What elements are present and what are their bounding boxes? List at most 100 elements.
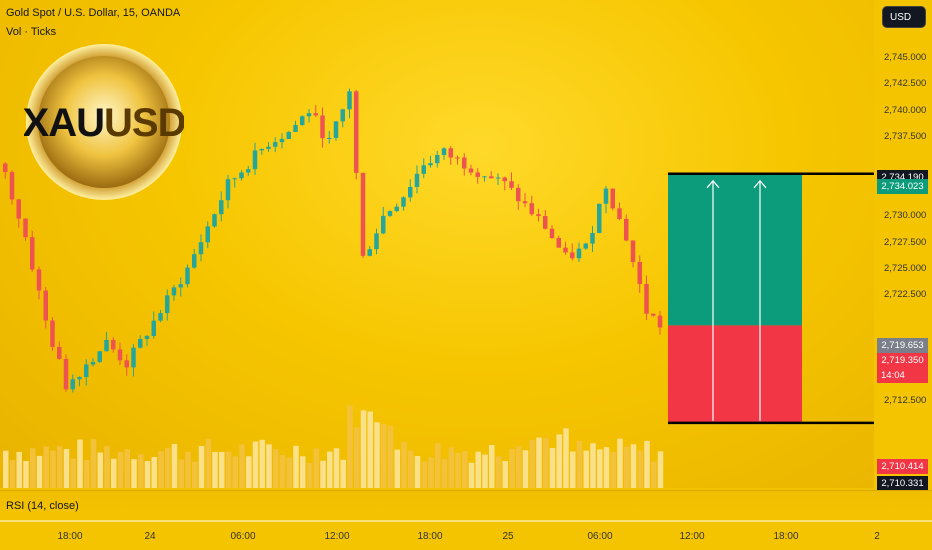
volume-bar: [300, 456, 306, 488]
volume-bar: [252, 441, 259, 488]
time-tick: 12:00: [324, 531, 350, 542]
volume-bar: [232, 456, 238, 488]
volume-bar: [279, 454, 286, 488]
volume-bar: [16, 451, 22, 488]
profit-zone[interactable]: [668, 173, 802, 326]
stop-price-label: 2,710.414: [877, 459, 928, 474]
candle-body: [570, 252, 575, 259]
rsi-legend[interactable]: RSI (14, close): [6, 500, 79, 512]
up-arrow: [753, 179, 767, 421]
candle-body: [3, 163, 8, 173]
volume-bar: [576, 440, 583, 488]
candle-body: [408, 186, 413, 198]
loss-zone[interactable]: [668, 325, 802, 423]
candle-body: [50, 320, 55, 347]
price-axis[interactable]: 2,745.000 2,742.500 2,740.000 2,737.500 2,73…: [874, 0, 932, 491]
volume-bar: [441, 458, 448, 488]
volume-bar: [630, 444, 637, 488]
time-tick: 12:00: [679, 531, 705, 542]
volume-bar: [583, 450, 589, 488]
time-tick: 24: [144, 531, 156, 542]
price-tick: 2,712.500: [884, 394, 927, 406]
candle-body: [421, 165, 426, 174]
candle-body: [205, 226, 210, 243]
candle-body: [320, 115, 325, 139]
volume-bar: [57, 446, 63, 488]
candle-series: [3, 88, 663, 393]
time-axis[interactable]: 18:00 24 06:00 12:00 18:00 25 06:00 12:00 18:00 2: [0, 524, 932, 550]
volume-bar: [90, 439, 97, 488]
volume-bar: [117, 451, 124, 488]
candle-body: [124, 360, 129, 368]
candle-body: [306, 113, 312, 117]
volume-bar: [171, 444, 178, 488]
volume-legend[interactable]: Vol · Ticks: [6, 26, 57, 38]
candle-body: [293, 124, 298, 132]
candle-body: [441, 148, 447, 156]
candle-body: [657, 315, 663, 328]
candle-body: [495, 177, 501, 179]
candle-body: [198, 242, 204, 255]
chart-canvas[interactable]: [0, 0, 874, 488]
candle-body: [617, 208, 622, 219]
price-tick: 2,745.000: [884, 52, 927, 63]
candle-body: [57, 346, 62, 359]
candle-body: [630, 240, 636, 263]
volume-bar: [509, 448, 515, 488]
candle-body: [468, 168, 474, 173]
candle-body: [502, 177, 507, 182]
candle-body: [239, 172, 244, 179]
chart-area[interactable]: XAUUSD Gold Spot / U.S. Dollar, 15, OAND…: [0, 0, 874, 488]
volume-bar: [516, 446, 522, 488]
candle-body: [252, 150, 258, 170]
chart-legend-title[interactable]: Gold Spot / U.S. Dollar, 15, OANDA: [6, 7, 181, 19]
candle-body: [590, 232, 595, 244]
time-tick: 2: [874, 531, 880, 542]
candle-body: [651, 313, 656, 316]
stop-low-label: 2,710.331: [877, 476, 928, 491]
volume-bar: [381, 423, 387, 488]
candle-body: [367, 249, 372, 256]
candle-body: [489, 176, 494, 179]
volume-bar: [165, 447, 171, 488]
candle-body: [117, 349, 123, 361]
candle-body: [273, 142, 278, 147]
volume-bar: [192, 461, 198, 488]
candle-body: [482, 176, 487, 178]
volume-bar: [556, 434, 562, 488]
price-tick: 2,730.000: [884, 210, 927, 222]
candle-body: [77, 376, 82, 380]
candle-body: [225, 179, 231, 201]
volume-bar: [428, 457, 434, 488]
volume-bar: [624, 446, 630, 488]
candle-body: [259, 148, 264, 151]
volume-bar: [205, 439, 211, 488]
current-price-label: 2,719.350: [877, 353, 928, 368]
candle-body: [111, 339, 116, 350]
price-tick: 2,725.000: [884, 263, 927, 274]
candle-body: [516, 187, 521, 202]
currency-button[interactable]: USD: [882, 6, 926, 28]
volume-bar: [246, 456, 252, 488]
volume-bar: [529, 440, 535, 488]
volume-bar: [266, 444, 272, 488]
candle-body: [97, 351, 102, 362]
volume-bar: [644, 440, 650, 488]
volume-bar: [84, 459, 90, 488]
candle-body: [165, 295, 170, 314]
volume-bar: [374, 422, 380, 488]
volume-bar: [401, 441, 407, 488]
countdown-label: 14:04: [877, 368, 928, 383]
price-tick: 2,722.500: [884, 289, 927, 301]
candle-body: [624, 218, 629, 241]
candle-body: [23, 218, 28, 238]
candle-body: [246, 169, 251, 173]
candle-body: [394, 206, 399, 212]
price-tick: 2,727.500: [884, 236, 927, 248]
volume-bar: [475, 451, 481, 488]
rsi-pane[interactable]: RSI (14, close): [0, 490, 932, 525]
volume-bar: [239, 444, 245, 488]
candle-body: [178, 284, 183, 288]
volume-bar: [387, 425, 394, 488]
price-tick: 2,737.500: [884, 131, 927, 143]
